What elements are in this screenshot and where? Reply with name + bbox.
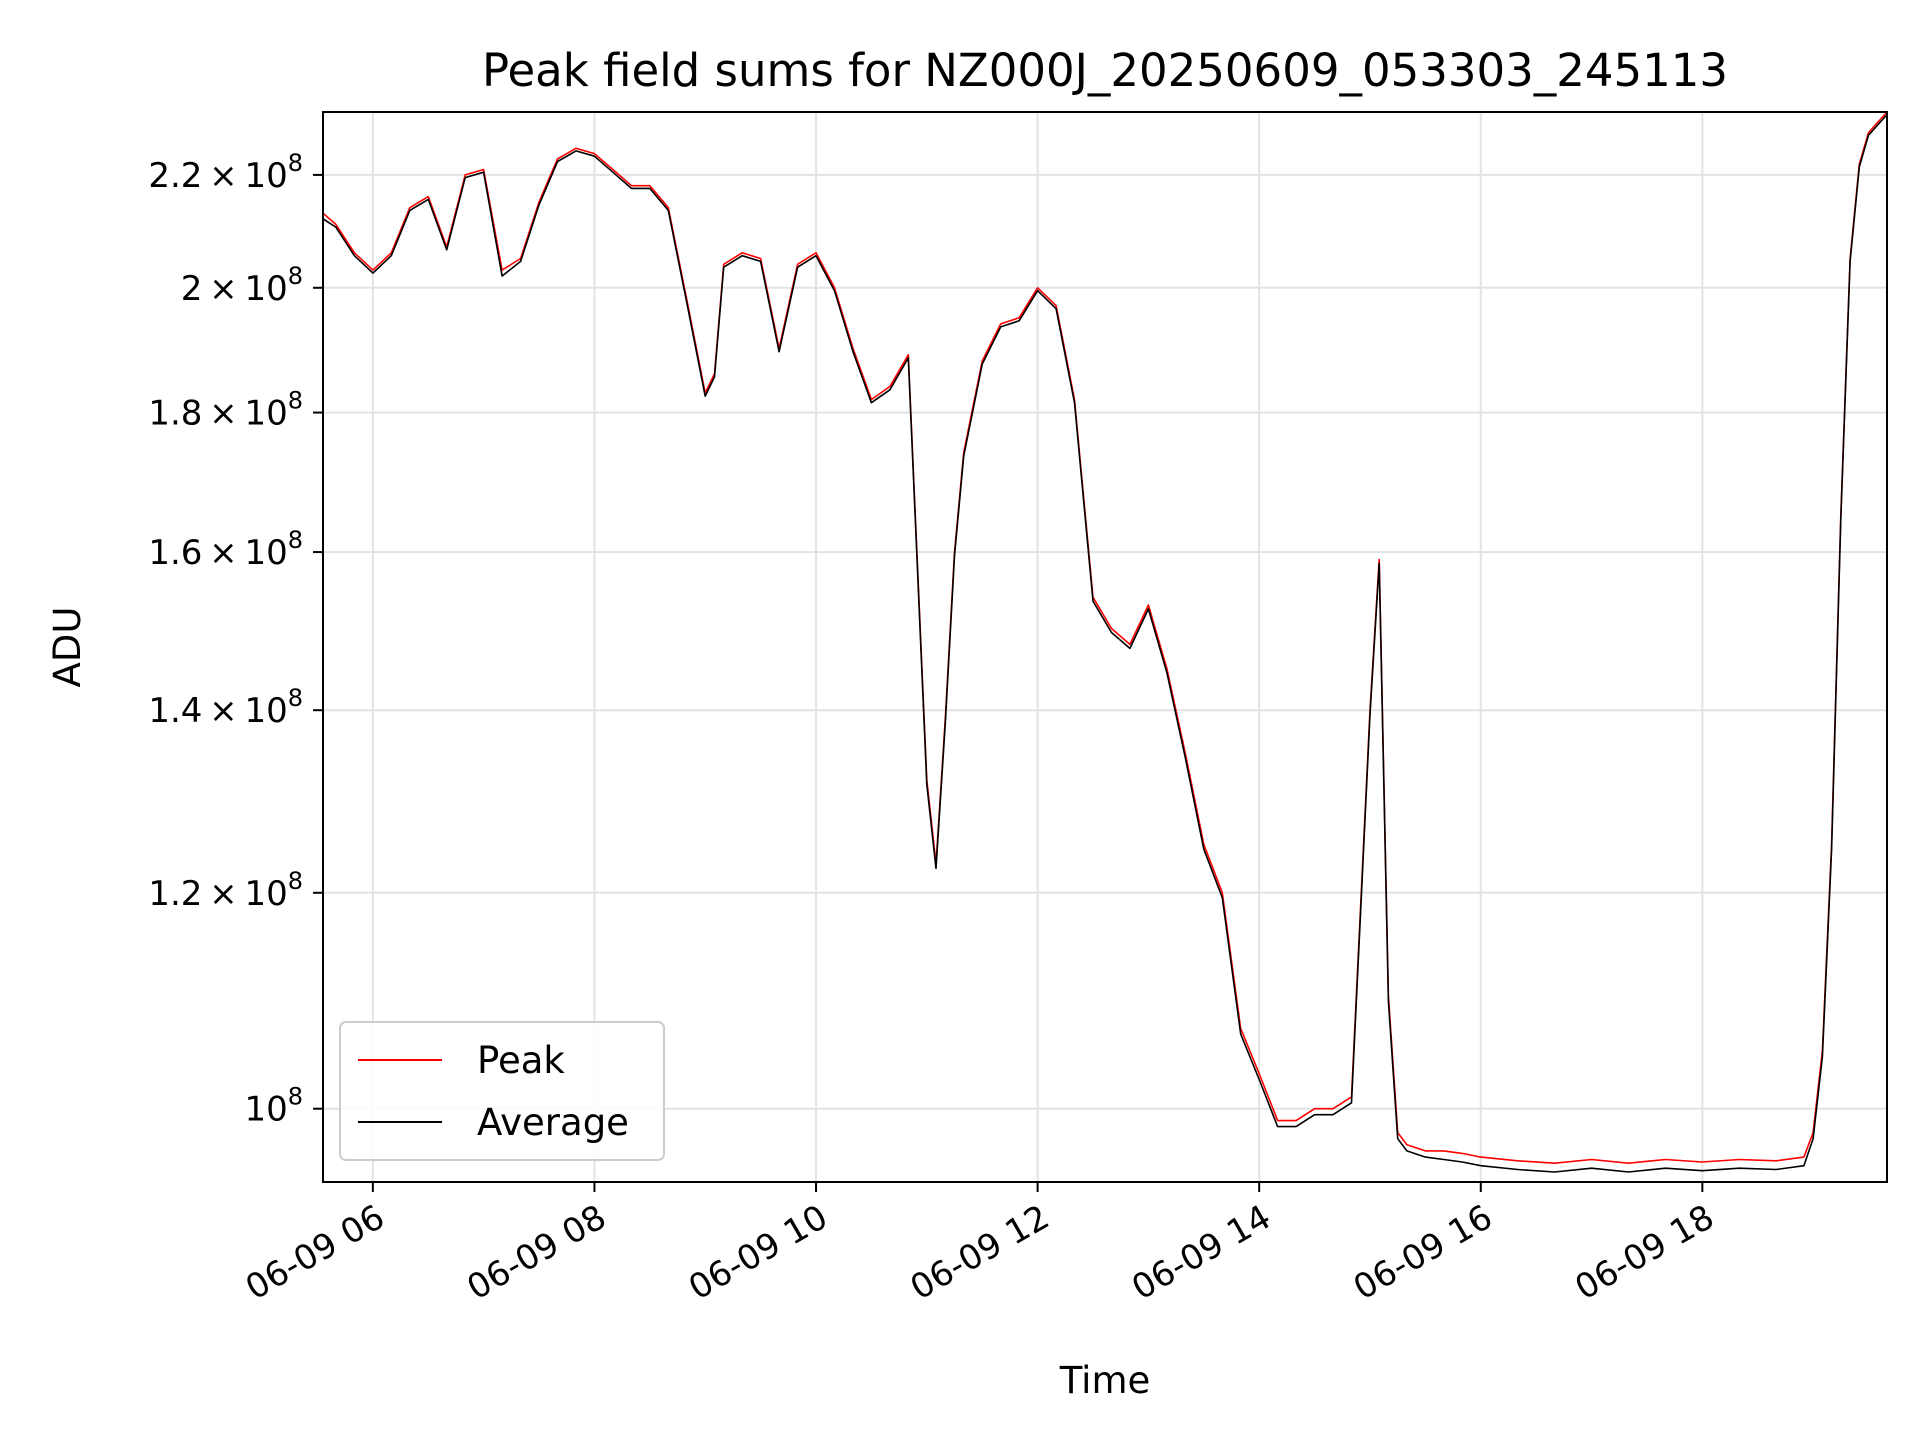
x-tick-label: 06-09 12 [904,1197,1056,1308]
y-axis-ticks: 108 1.2 × 108 1.4 × 108 1.6 × 108 1.8 × 108 2… [148,149,323,1130]
y-tick-label: 1.6 × 108 [148,526,303,573]
legend-label-peak: Peak [477,1039,565,1082]
y-tick-label: 108 [244,1083,303,1130]
legend: Peak Average [339,1021,665,1161]
legend-label-average: Average [477,1101,629,1144]
x-tick-label: 06-09 16 [1347,1197,1499,1308]
y-tick-label: 1.4 × 108 [148,684,303,731]
series-line-peak [322,111,1888,1164]
y-tick-label: 2.2 × 108 [148,149,303,196]
x-tick-label: 06-09 06 [239,1197,391,1308]
y-tick-label: 1.8 × 108 [148,387,303,434]
series-layer [322,111,1888,1173]
y-tick-label: 2 × 108 [181,262,303,309]
y-axis-label: ADU [46,607,89,688]
chart-title: Peak field sums for NZ000J_20250609_0533… [482,44,1728,97]
x-axis-label: Time [1059,1359,1151,1402]
x-tick-label: 06-09 10 [682,1197,834,1308]
y-tick-label: 1.2 × 108 [148,867,303,914]
x-axis-ticks: 06-09 06 06-09 08 06-09 10 06-09 12 06-09 14… [239,1182,1721,1308]
grid-lines [323,112,1887,1182]
x-tick-label: 06-09 08 [461,1197,613,1308]
x-tick-label: 06-09 14 [1125,1197,1277,1308]
plot-frame [322,111,1888,1183]
series-line-average [322,114,1888,1173]
legend-box [339,1021,665,1161]
x-tick-label: 06-09 18 [1568,1197,1720,1308]
